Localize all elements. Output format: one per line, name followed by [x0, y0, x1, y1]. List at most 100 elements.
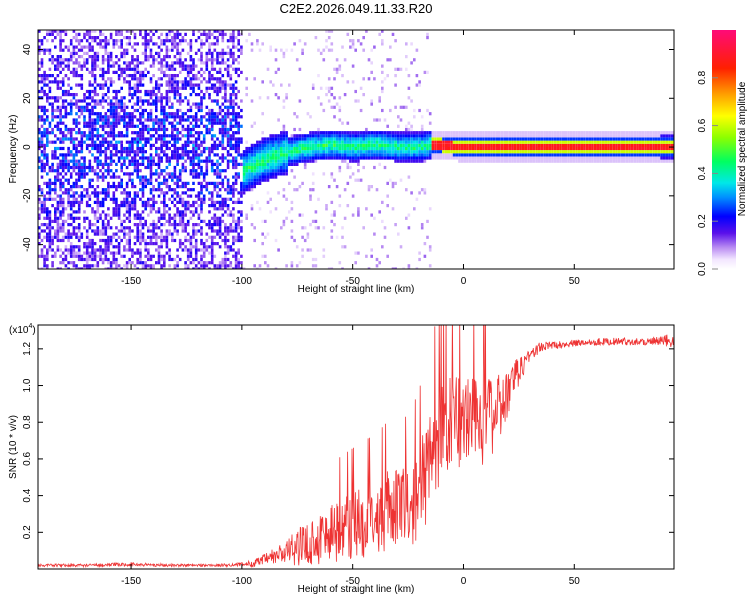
heatmap-cell: [553, 134, 557, 138]
heatmap-cell: [133, 150, 137, 154]
heatmap-cell: [54, 153, 57, 157]
heatmap-cell: [511, 143, 514, 147]
heatmap-cell: [197, 191, 201, 195]
heatmap-cell: [104, 245, 108, 249]
heatmap-cell: [418, 257, 421, 262]
heatmap-cell: [365, 207, 368, 211]
heatmap-cell: [189, 127, 193, 132]
heatmap-cell: [580, 146, 584, 151]
heatmap-cell: [88, 169, 92, 173]
heatmap-cell: [428, 156, 432, 160]
heatmap-cell: [192, 226, 195, 230]
heatmap-cell: [556, 153, 560, 157]
heatmap-cell: [498, 153, 501, 157]
heatmap-cell: [226, 232, 230, 236]
heatmap-cell: [147, 264, 150, 268]
heatmap-cell: [333, 115, 336, 119]
heatmap-cell: [428, 146, 432, 151]
heatmap-cell: [178, 137, 182, 141]
heatmap-cell: [232, 229, 235, 233]
heatmap-cell: [192, 134, 195, 138]
heatmap-cell: [96, 115, 100, 119]
heatmap-cell: [178, 178, 182, 182]
heatmap-cell: [115, 210, 118, 214]
heatmap-cell: [147, 140, 150, 144]
heatmap-cell: [59, 55, 62, 59]
heatmap-cell: [181, 204, 185, 208]
heatmap-cell: [261, 232, 264, 236]
heatmap-cell: [133, 197, 137, 201]
heatmap-cell: [128, 143, 131, 147]
heatmap-cell: [123, 204, 126, 208]
heatmap-cell: [530, 153, 533, 157]
heatmap-cell: [91, 210, 94, 214]
heatmap-cell: [210, 118, 214, 122]
heatmap-cell: [133, 159, 137, 163]
heatmap-cell: [112, 143, 116, 147]
heatmap-cell: [314, 36, 318, 40]
heatmap-cell: [112, 108, 116, 113]
heatmap-cell: [64, 178, 68, 182]
heatmap-cell: [46, 235, 49, 239]
heatmap-cell: [99, 245, 102, 249]
heatmap-cell: [91, 254, 94, 258]
heatmap-cell: [216, 165, 219, 170]
heatmap-cell: [46, 162, 49, 166]
heatmap-cell: [149, 146, 153, 151]
heatmap-cell: [218, 55, 222, 59]
heatmap-cell: [197, 146, 201, 151]
heatmap-cell: [272, 153, 275, 157]
heatmap-cell: [274, 143, 278, 147]
heatmap-cell: [229, 118, 233, 122]
heatmap-cell: [61, 48, 65, 52]
heatmap-cell: [136, 61, 139, 65]
heatmap-cell: [258, 140, 262, 144]
heatmap-cell: [64, 165, 68, 170]
heatmap-cell: [490, 153, 493, 157]
heatmap-cell: [184, 32, 187, 36]
heatmap-cell: [232, 254, 235, 258]
heatmap-cell: [237, 162, 240, 166]
heatmap-cell: [80, 86, 84, 90]
heatmap-cell: [115, 121, 118, 125]
heatmap-cell: [575, 153, 578, 157]
heatmap-cell: [69, 70, 73, 74]
heatmap-cell: [61, 121, 65, 125]
heatmap-cell: [69, 105, 73, 109]
heatmap-cell: [144, 93, 147, 97]
heatmap-cell: [168, 257, 171, 262]
heatmap-cell: [436, 137, 440, 141]
heatmap-cell: [423, 134, 427, 138]
heatmap-cell: [173, 89, 177, 94]
heatmap-cell: [418, 137, 421, 141]
heatmap-cell: [101, 191, 105, 195]
heatmap-cell: [88, 159, 92, 163]
heatmap-cell: [165, 210, 169, 214]
heatmap-cell: [197, 229, 201, 233]
heatmap-cell: [99, 213, 102, 217]
heatmap-cell: [117, 175, 121, 179]
heatmap-cell: [171, 36, 174, 40]
heatmap-cell: [301, 146, 304, 151]
heatmap-cell: [288, 143, 291, 147]
heatmap-cell: [495, 140, 498, 144]
heatmap-cell: [226, 39, 230, 43]
heatmap-cell: [173, 61, 177, 65]
heatmap-cell: [115, 99, 118, 103]
heatmap-cell: [269, 134, 272, 138]
heatmap-cell: [40, 207, 44, 211]
heatmap-cell: [93, 188, 97, 192]
heatmap-cell: [543, 143, 546, 147]
heatmap-cell: [210, 74, 214, 78]
heatmap-cell: [171, 257, 174, 262]
heatmap-cell: [210, 108, 214, 113]
heatmap-cell: [40, 267, 44, 269]
heatmap-cell: [346, 134, 350, 138]
heatmap-cell: [120, 238, 123, 243]
heatmap-cell: [149, 89, 153, 94]
heatmap-cell: [155, 178, 158, 182]
heatmap-cell: [335, 134, 339, 138]
heatmap-cell: [351, 156, 355, 160]
heatmap-cell: [202, 61, 206, 65]
heatmap-cell: [551, 153, 554, 157]
